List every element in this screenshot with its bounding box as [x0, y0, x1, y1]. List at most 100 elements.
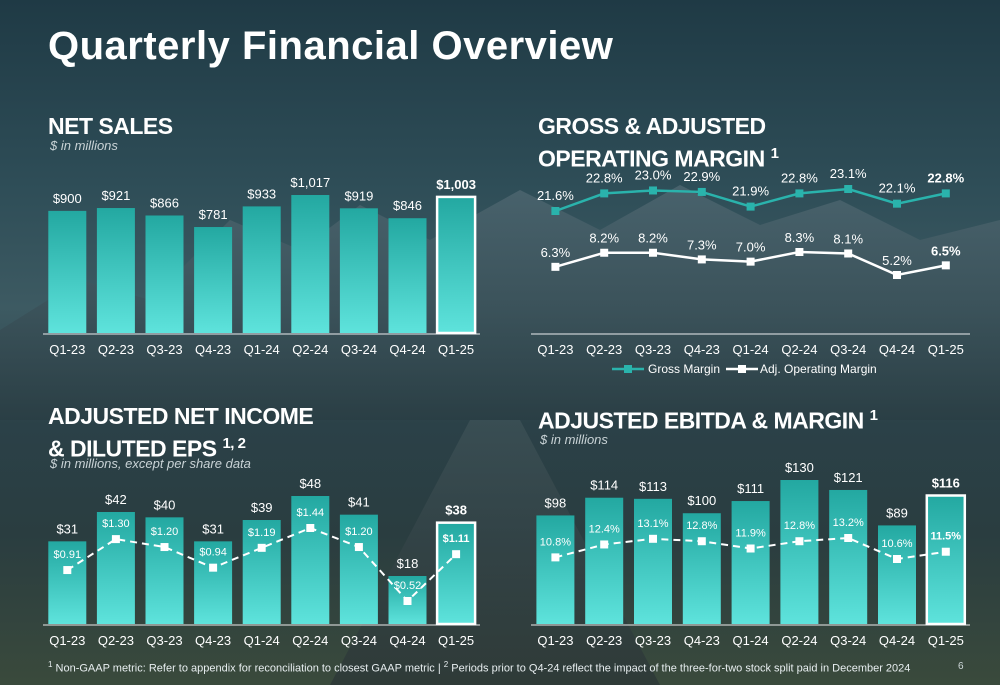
income-title-line1: ADJUSTED NET INCOME	[48, 403, 314, 429]
footnote-text-1: Non-GAAP metric: Refer to appendix for r…	[52, 662, 444, 675]
gross-margin-label: 23.0%	[635, 167, 672, 182]
x-tick-label: Q1-24	[733, 633, 769, 648]
operating-margin-point	[697, 255, 706, 264]
ebitda-title-text: ADJUSTED EBITDA & MARGIN	[538, 407, 864, 434]
eps-point	[111, 535, 120, 544]
x-tick-label: Q1-23	[49, 342, 85, 357]
x-tick-label: Q4-24	[879, 342, 915, 357]
x-tick-label: Q4-23	[195, 633, 231, 648]
x-tick-label: Q4-23	[195, 342, 231, 357]
x-tick-label: Q1-25	[928, 342, 964, 357]
operating-margin-point	[941, 261, 950, 270]
bar	[145, 215, 184, 333]
eps-label: $1.11	[443, 533, 470, 545]
gross-margin-point	[600, 189, 609, 198]
ebitda-margin-label: 13.1%	[637, 518, 668, 530]
x-tick-label: Q2-24	[292, 633, 328, 648]
gross-margin-point	[746, 202, 755, 211]
bar	[96, 208, 135, 333]
ebitda-margin-point	[893, 555, 901, 563]
x-tick-label: Q4-23	[684, 633, 720, 648]
bar	[48, 541, 87, 624]
ebitda-margin-label: 11.9%	[735, 528, 766, 540]
gross-margin-label: 22.8%	[781, 170, 818, 185]
income-title: ADJUSTED NET INCOME & DILUTED EPS 1, 2	[48, 402, 314, 463]
gross-margin-label: 22.8%	[927, 170, 964, 185]
x-tick-label: Q2-24	[781, 342, 817, 357]
bar-data-label: $121	[834, 470, 863, 485]
x-tick-label: Q3-23	[635, 342, 671, 357]
x-tick-label: Q3-24	[341, 633, 377, 648]
ebitda-margin-point	[844, 534, 853, 542]
bar-data-label: $39	[251, 500, 273, 515]
bar	[291, 496, 330, 624]
bar-data-label: $921	[101, 188, 130, 203]
bar	[878, 525, 916, 624]
x-tick-label: Q3-24	[830, 342, 866, 357]
ebitda-margin-label: 10.8%	[540, 536, 571, 548]
bar	[829, 489, 868, 624]
x-tick-label: Q4-24	[879, 633, 915, 648]
page-number: 6	[958, 661, 964, 672]
bar	[435, 195, 477, 335]
x-tick-label: Q1-24	[244, 633, 280, 648]
x-tick-label: Q1-23	[537, 633, 573, 648]
legend-gross-label: Gross Margin	[648, 362, 720, 376]
ebitda-margin-label: 11.5%	[931, 531, 962, 543]
x-tick-label: Q2-23	[586, 633, 622, 648]
operating-margin-label: 8.3%	[785, 230, 815, 245]
eps-point	[354, 543, 363, 552]
x-tick-label: Q1-25	[928, 633, 964, 648]
footnote-marker-1: 1	[48, 660, 53, 669]
bar-data-label: $41	[348, 495, 370, 510]
bar-data-label: $89	[886, 505, 908, 520]
bar-data-label: $111	[737, 481, 764, 496]
operating-margin-label: 6.5%	[931, 243, 961, 258]
income-title-footnote: 1, 2	[222, 435, 246, 452]
ebitda-margin-point	[600, 540, 609, 549]
eps-label: $0.94	[199, 547, 227, 559]
income-subtitle: $ in millions, except per share data	[50, 456, 251, 471]
legend-operating-marker	[738, 365, 746, 373]
gross-margin-point	[844, 185, 853, 193]
gross-margin-label: 21.9%	[732, 184, 769, 199]
bar-data-label: $98	[545, 495, 567, 510]
bar	[634, 498, 672, 624]
gross-margin-point	[795, 189, 804, 198]
bar	[339, 208, 378, 333]
ebitda-margin-label: 12.4%	[589, 523, 620, 535]
gross-margin-label: 22.1%	[879, 181, 916, 196]
margin-title-line1: GROSS & ADJUSTED	[538, 113, 766, 139]
operating-margin-point	[600, 248, 609, 257]
gross-margin-point	[551, 207, 560, 215]
ebitda-title: ADJUSTED EBITDA & MARGIN 1	[538, 402, 878, 435]
x-tick-label: Q4-24	[389, 633, 425, 648]
bar	[925, 494, 967, 626]
eps-point	[209, 563, 218, 572]
eps-point	[257, 543, 266, 552]
x-tick-label: Q3-23	[635, 633, 671, 648]
bar-data-label: $116	[932, 476, 960, 491]
bar	[388, 218, 427, 333]
bar	[731, 501, 770, 624]
operating-margin-point	[551, 262, 560, 271]
bar	[194, 227, 233, 333]
operating-margin-label: 7.3%	[687, 237, 717, 252]
bar	[682, 513, 721, 624]
page-title: Quarterly Financial Overview	[48, 24, 614, 68]
x-tick-label: Q4-24	[389, 342, 425, 357]
bar	[291, 195, 330, 333]
eps-point	[306, 524, 315, 532]
ebitda-margin-point	[697, 537, 706, 546]
legend-operating-label: Adj. Operating Margin	[760, 362, 877, 376]
bar-data-label: $919	[344, 188, 373, 203]
gross-margin-label: 22.9%	[683, 169, 720, 184]
operating-margin-label: 8.2%	[589, 231, 619, 246]
bar-data-label: $113	[639, 479, 667, 494]
bar	[780, 480, 819, 624]
operating-margin-label: 8.1%	[833, 231, 863, 246]
x-tick-label: Q2-23	[98, 633, 134, 648]
